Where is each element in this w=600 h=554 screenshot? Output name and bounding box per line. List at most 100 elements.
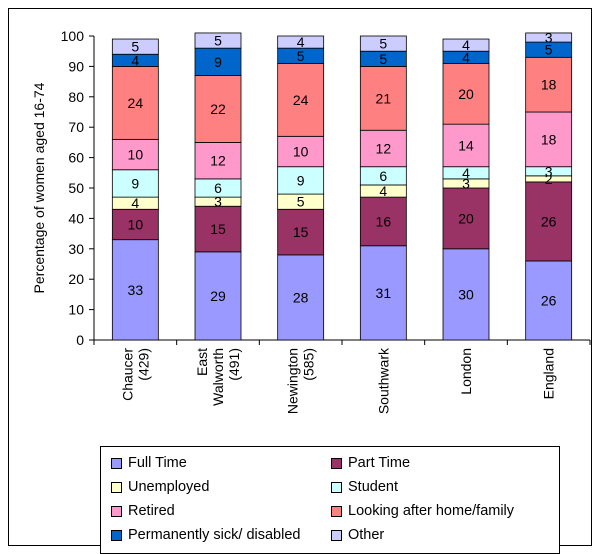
data-label: 3 [214, 194, 222, 210]
legend-swatch [331, 529, 342, 541]
legend-label: Permanently sick/ disabled [128, 527, 301, 543]
category-label-line: (491) [226, 348, 242, 381]
bar-segment [111, 66, 159, 140]
legend-label: Part Time [348, 455, 411, 471]
category-label: EastWalworth(491) [194, 348, 242, 406]
data-label: 10 [293, 144, 309, 160]
data-label: 21 [376, 90, 392, 106]
category-label: England [541, 348, 557, 399]
data-label: 5 [379, 36, 387, 52]
bar-segment [277, 135, 325, 168]
data-label: 4 [131, 52, 139, 68]
category-label: Southwark [375, 347, 391, 414]
data-label: 4 [462, 49, 470, 65]
bar-segment [359, 196, 407, 247]
data-label: 4 [462, 37, 470, 53]
bar-segment [277, 208, 325, 256]
category-label-line: Southwark [375, 347, 391, 414]
y-tick-label: 0 [76, 332, 84, 348]
data-label: 2 [545, 171, 553, 187]
legend-item: Full Time [111, 452, 187, 474]
y-tick-label: 20 [68, 271, 84, 287]
bar-segment [359, 245, 407, 341]
bar-segment [194, 75, 242, 143]
legend-label: Other [348, 527, 385, 543]
bar-segment [525, 181, 573, 262]
category-label-line: (585) [301, 348, 317, 381]
bar-segment [194, 141, 242, 180]
data-label: 18 [541, 77, 557, 93]
legend-swatch [331, 457, 342, 469]
bar-segment [277, 166, 325, 195]
data-label: 26 [541, 213, 557, 229]
data-label: 12 [210, 153, 226, 169]
data-label: 9 [297, 172, 305, 188]
legend-swatch [331, 505, 342, 517]
data-label: 4 [379, 183, 387, 199]
legend-item: Unemployed [111, 476, 209, 498]
data-label: 9 [131, 175, 139, 191]
legend-swatch [111, 481, 122, 493]
y-tick-label: 90 [68, 58, 84, 74]
y-axis-label: Percentage of women aged 16-74 [31, 82, 47, 293]
data-label: 5 [545, 42, 553, 58]
bar-segment [194, 251, 242, 341]
bar-segment [442, 38, 490, 52]
y-tick-label: 50 [68, 180, 84, 196]
data-label: 4 [462, 165, 470, 181]
bar-segment [277, 254, 325, 341]
data-label: 5 [214, 33, 222, 49]
legend-item: Retired [111, 500, 175, 522]
category-label-line: Walworth [210, 348, 226, 406]
legend: Full Time Part Time Unemployed Student Retir… [100, 446, 560, 554]
bar-segment [194, 32, 242, 49]
data-label: 24 [293, 92, 309, 108]
bar-segment [359, 66, 407, 131]
legend-swatch [331, 481, 342, 493]
bar-segment [277, 35, 325, 49]
y-tick-label: 10 [68, 302, 84, 318]
bar-segment [525, 111, 573, 168]
data-label: 5 [297, 194, 305, 210]
bar-segment [111, 169, 159, 198]
category-label-line: Chaucer [119, 348, 135, 401]
data-label: 31 [376, 285, 392, 301]
data-label: 5 [379, 51, 387, 67]
bar-segment [277, 62, 325, 137]
data-label: 15 [293, 224, 309, 240]
data-label: 6 [379, 168, 387, 184]
data-label: 29 [210, 288, 226, 304]
bar-segment [359, 129, 407, 168]
data-label: 15 [210, 221, 226, 237]
category-label-line: London [458, 348, 474, 395]
bar-segment [442, 123, 490, 168]
data-label: 5 [297, 48, 305, 64]
bar-segment [194, 47, 242, 76]
legend-label: Full Time [128, 455, 187, 471]
legend-item: Looking after home/family [331, 500, 514, 522]
data-label: 33 [128, 282, 144, 298]
category-label-line: England [541, 348, 557, 399]
data-label: 14 [458, 137, 474, 153]
category-label-line: East [194, 348, 210, 376]
y-tick-label: 60 [68, 150, 84, 166]
data-label: 9 [214, 54, 222, 70]
legend-swatch [111, 529, 122, 541]
data-label: 10 [128, 147, 144, 163]
legend-label: Looking after home/family [348, 503, 515, 519]
data-label: 20 [458, 86, 474, 102]
bar-segment [111, 38, 159, 55]
data-label: 3 [545, 30, 553, 46]
category-label-line: Newington [285, 348, 301, 414]
data-label: 4 [131, 195, 139, 211]
data-label: 12 [376, 140, 392, 156]
y-tick-label: 100 [61, 28, 85, 44]
data-label: 18 [541, 131, 557, 147]
bar-segment [525, 32, 573, 43]
bar-segment [111, 138, 159, 171]
bar-segment [359, 35, 407, 52]
legend-swatch [111, 505, 122, 517]
data-label: 6 [214, 180, 222, 196]
legend-label: Student [348, 479, 398, 495]
